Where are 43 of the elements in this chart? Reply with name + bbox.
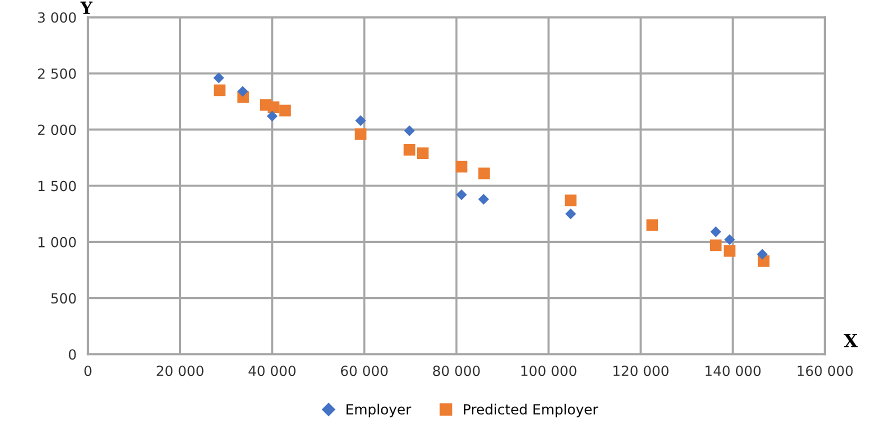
point [478,168,490,180]
point [213,72,224,84]
point [565,208,576,220]
point [710,239,722,252]
y-tick-label: 0 [68,349,76,360]
point [268,101,280,113]
point [724,234,735,246]
y-tick-label: 500 [51,293,76,304]
point [646,219,658,231]
x-tick-label: 40 000 [248,366,296,376]
point [237,86,248,97]
x-tick-label: 60 000 [340,366,388,376]
x-tick-label: 0 [84,366,92,376]
x-tick-label: 140 000 [706,366,761,376]
legend-label: Predicted Employer [464,404,598,418]
point [756,248,768,260]
x-tick-label: 160 000 [798,366,853,376]
point [564,194,576,206]
x-tick-label: 100 000 [521,366,576,376]
point [404,125,415,136]
point [266,110,278,122]
y-tick-label: 3 000 [38,12,76,23]
point [724,245,736,257]
point [416,147,429,159]
x-tick-label: 20 000 [156,366,204,376]
point [710,226,722,238]
x-tick-label: 120 000 [614,366,668,376]
y-tick-label: 1 500 [38,180,76,192]
x-tick-label: 80 000 [433,366,480,376]
y-axis-title: Y [80,2,93,14]
point [355,115,366,126]
point [354,128,366,140]
point [404,144,416,156]
point [214,84,226,96]
point [478,194,489,205]
point [456,160,468,172]
y-tick-label: 2 000 [38,124,76,136]
y-tick-label: 1 000 [38,236,76,248]
legend-label: Employer [346,404,412,418]
y-tick-label: 2 500 [38,68,76,79]
x-axis-title: X [844,334,858,348]
point [279,104,291,116]
point [456,189,467,200]
